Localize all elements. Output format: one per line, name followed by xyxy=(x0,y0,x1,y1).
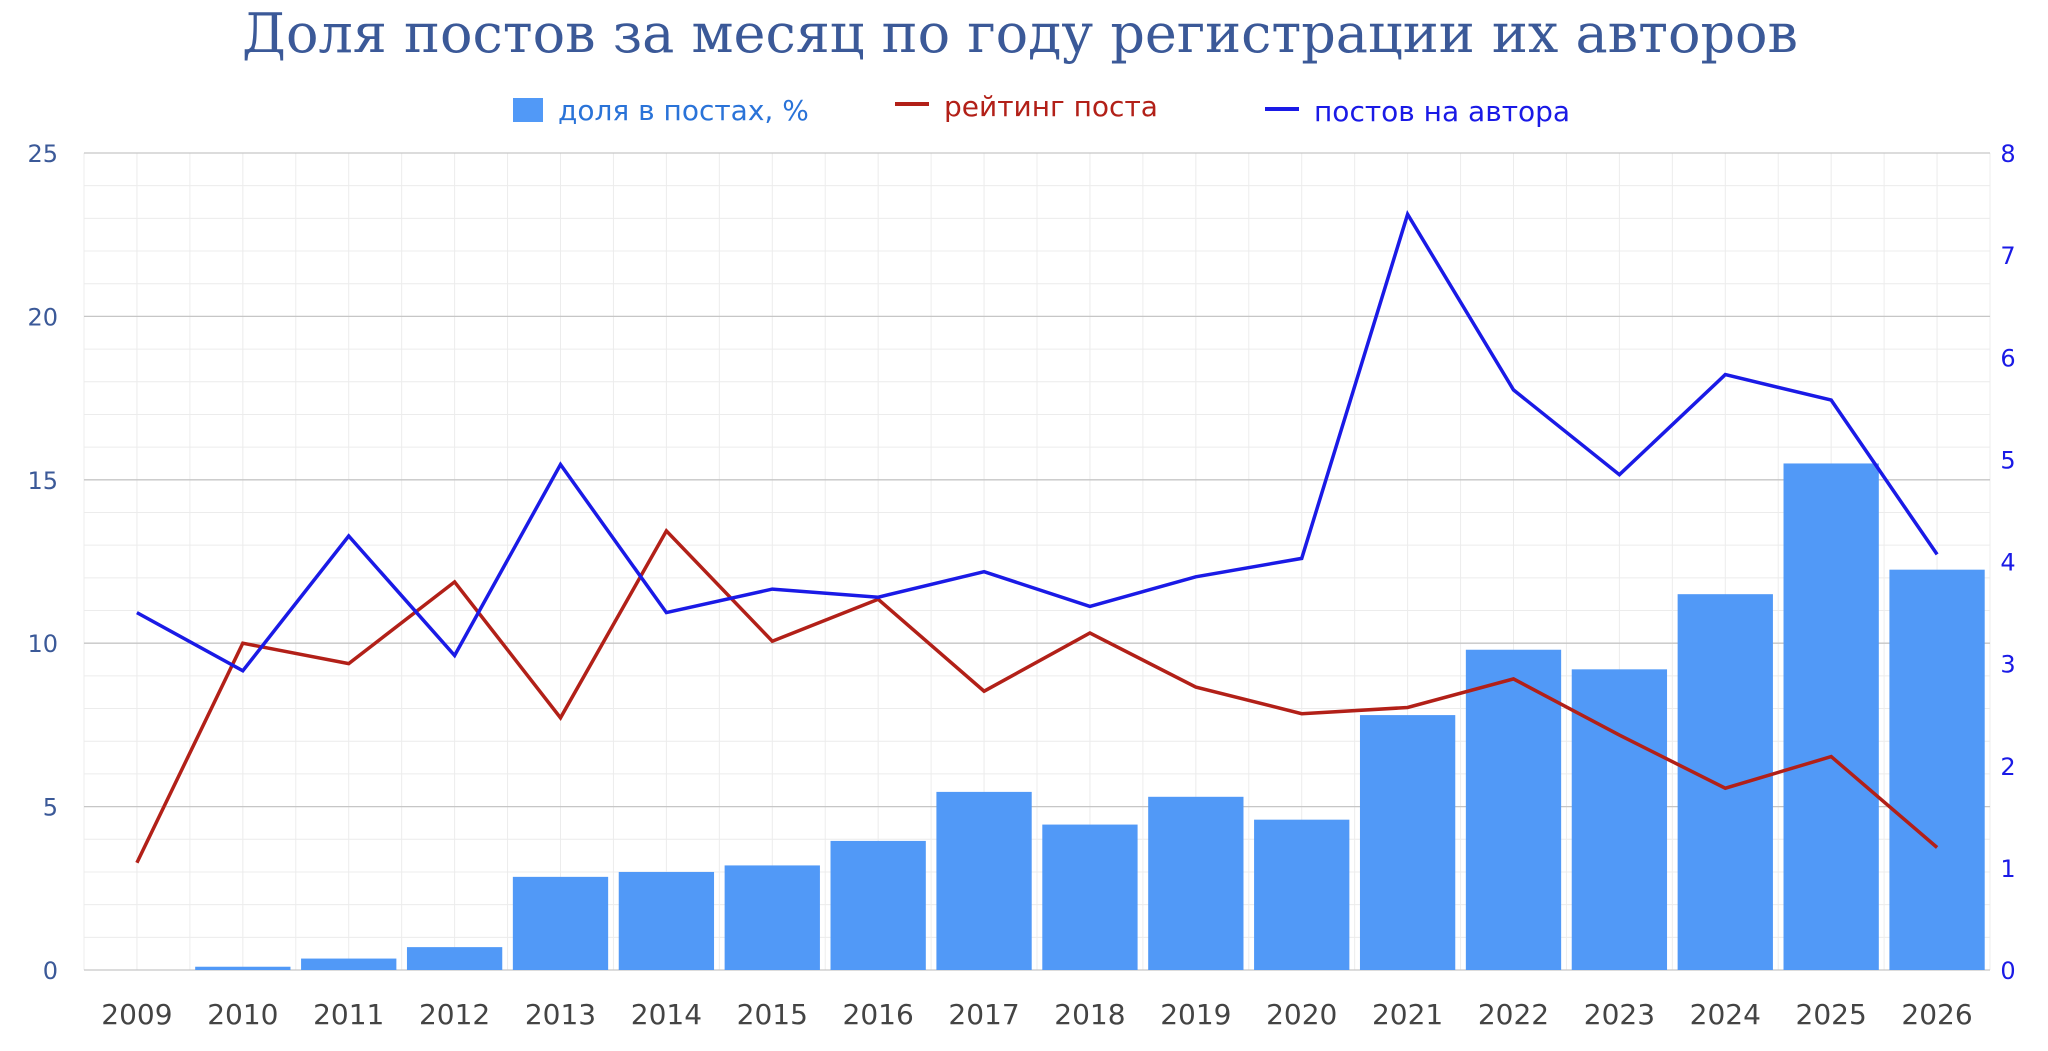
line-series-posts-per-author xyxy=(136,210,1939,674)
bar-2025 xyxy=(1783,463,1879,970)
left-axis-tick-label: 0 xyxy=(43,957,58,985)
line-series-rating xyxy=(135,527,1939,864)
right-axis-tick-label: 7 xyxy=(2000,242,2015,270)
x-axis-tick-label: 2017 xyxy=(948,998,1019,1031)
grid xyxy=(83,152,1991,971)
right-axis-tick-label: 5 xyxy=(2000,446,2015,474)
bars xyxy=(195,463,1985,970)
right-axis-tick-label: 8 xyxy=(2000,140,2015,168)
right-axis-tick-label: 0 xyxy=(2000,957,2015,985)
bar-2021 xyxy=(1359,715,1456,970)
legend-item-rating[interactable]: рейтинг поста xyxy=(895,90,1158,123)
right-axis: 0 1 2 3 4 5 6 7 8 xyxy=(2000,140,2015,985)
left-axis-tick-label: 5 xyxy=(43,794,58,822)
x-axis-tick-label: 2015 xyxy=(737,998,808,1031)
x-axis: 2009 2010 2011 2012 2013 2014 2015 2016 2017 2018… xyxy=(101,998,1972,1031)
left-axis-tick-label: 20 xyxy=(27,303,58,331)
left-axis: 0 5 10 15 20 25 xyxy=(27,140,58,985)
bar-2014 xyxy=(618,871,715,970)
bar-2022 xyxy=(1465,649,1562,970)
left-axis-tick-label: 10 xyxy=(27,630,58,658)
x-axis-tick-label: 2023 xyxy=(1584,998,1655,1031)
legend-swatch-share xyxy=(513,98,543,122)
x-axis-tick-label: 2012 xyxy=(419,998,490,1031)
x-axis-tick-label: 2026 xyxy=(1901,998,1972,1031)
bar-2011 xyxy=(301,958,397,970)
bar-2024 xyxy=(1677,594,1773,970)
legend-item-share[interactable]: доля в постах, % xyxy=(513,94,809,127)
bar-2017 xyxy=(936,791,1032,970)
bar-2010 xyxy=(195,966,291,970)
lines xyxy=(135,210,1939,864)
right-axis-tick-label: 4 xyxy=(2000,549,2015,577)
right-axis-tick-label: 1 xyxy=(2000,855,2015,883)
right-axis-tick-label: 2 xyxy=(2000,753,2015,781)
left-axis-tick-label: 25 xyxy=(27,140,58,168)
x-axis-tick-label: 2009 xyxy=(101,998,172,1031)
bar-2020 xyxy=(1254,819,1350,970)
bar-2019 xyxy=(1148,796,1244,970)
legend-label-posts-per-author: постов на автора xyxy=(1314,95,1570,128)
x-axis-tick-label: 2013 xyxy=(525,998,596,1031)
legend-item-posts-per-author[interactable]: постов на автора xyxy=(1265,95,1570,128)
x-axis-tick-label: 2011 xyxy=(313,998,384,1031)
right-axis-tick-label: 6 xyxy=(2000,344,2015,372)
x-axis-tick-label: 2025 xyxy=(1796,998,1867,1031)
legend-label-rating: рейтинг поста xyxy=(944,90,1158,123)
bar-2015 xyxy=(724,865,820,970)
x-axis-tick-label: 2019 xyxy=(1160,998,1231,1031)
legend: доля в постах, % рейтинг поста постов на… xyxy=(513,90,1570,128)
chart-title: Доля постов за месяц по году регистрации… xyxy=(242,2,1798,65)
x-axis-tick-label: 2010 xyxy=(207,998,278,1031)
x-axis-tick-label: 2020 xyxy=(1266,998,1337,1031)
x-axis-tick-label: 2018 xyxy=(1054,998,1125,1031)
x-axis-tick-label: 2014 xyxy=(631,998,702,1031)
x-axis-tick-label: 2022 xyxy=(1478,998,1549,1031)
legend-label-share: доля в постах, % xyxy=(558,94,809,127)
bar-2018 xyxy=(1042,824,1138,970)
bar-2023 xyxy=(1571,669,1668,970)
left-axis-tick-label: 15 xyxy=(27,467,58,495)
x-axis-tick-label: 2021 xyxy=(1372,998,1443,1031)
right-axis-tick-label: 3 xyxy=(2000,651,2015,679)
bar-2012 xyxy=(406,947,503,970)
x-axis-tick-label: 2016 xyxy=(843,998,914,1031)
x-axis-tick-label: 2024 xyxy=(1690,998,1761,1031)
bar-2016 xyxy=(830,840,926,970)
bar-2013 xyxy=(512,876,609,970)
bar-2026 xyxy=(1889,569,1985,970)
